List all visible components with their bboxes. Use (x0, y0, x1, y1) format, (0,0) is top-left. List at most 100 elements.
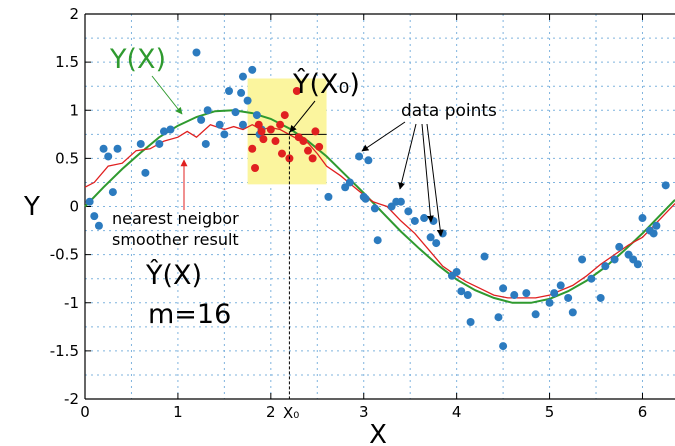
y-axis-label: Y (23, 192, 40, 222)
y-tick-label: 0 (69, 198, 79, 216)
data-point-0 (652, 221, 661, 230)
y-hat-x0-label: Ŷ(X₀) (292, 68, 360, 100)
data-point-0 (522, 289, 531, 298)
y-hat-x-label: Ŷ(X) (145, 259, 202, 291)
y-tick-label: -1.5 (50, 342, 79, 360)
data-point-0 (361, 194, 370, 203)
data-point-0 (510, 291, 519, 300)
y-tick-label: 1.5 (55, 53, 79, 71)
data-point-0 (531, 310, 540, 319)
data-points-arrow-3 (421, 123, 434, 223)
data-point-0 (457, 287, 466, 296)
data-point-0 (141, 168, 150, 177)
data-point-1 (259, 135, 268, 144)
data-point-1 (308, 154, 317, 163)
data-point-0 (364, 156, 373, 165)
data-point-0 (113, 144, 122, 153)
data-point-1 (315, 142, 324, 151)
data-point-0 (550, 289, 559, 298)
data-point-0 (638, 214, 647, 223)
data-point-0 (373, 236, 382, 245)
data-point-0 (104, 152, 113, 161)
data-point-1 (257, 127, 266, 136)
data-point-0 (201, 139, 210, 148)
data-points-label: data points (401, 101, 497, 121)
data-point-1 (271, 137, 280, 146)
x-tick-label: 0 (80, 403, 90, 421)
data-point-0 (578, 255, 587, 264)
data-point-1 (280, 111, 289, 120)
data-point-0 (243, 96, 252, 105)
data-point-0 (192, 48, 201, 57)
data-point-1 (266, 125, 275, 134)
data-point-0 (596, 293, 605, 302)
data-points-arrow-1 (361, 121, 406, 152)
data-point-0 (203, 106, 212, 115)
data-point-1 (303, 146, 312, 155)
data-point-0 (166, 125, 175, 134)
data-point-0 (215, 120, 224, 129)
data-point-0 (231, 108, 240, 117)
data-point-0 (432, 239, 441, 248)
data-point-0 (252, 111, 261, 120)
x0-tick-label: X₀ (283, 404, 299, 422)
y-tick-label: -1 (64, 294, 79, 312)
smoother-label-line2: smoother result (112, 230, 239, 249)
data-point-0 (452, 267, 461, 276)
grid (84, 13, 675, 400)
data-point-1 (311, 127, 320, 136)
x-axis-label: X (369, 420, 387, 446)
data-point-1 (276, 120, 285, 129)
series-line-2 (84, 109, 675, 304)
data-point-0 (463, 291, 472, 300)
x-tick-label: 5 (545, 403, 555, 421)
data-point-0 (238, 72, 247, 81)
data-point-0 (564, 293, 573, 302)
data-point-0 (225, 87, 234, 95)
data-point-0 (197, 115, 206, 124)
y-tick-label: -2 (64, 390, 79, 408)
x-tick-label: 3 (359, 403, 369, 421)
y-tick-label: 1 (69, 101, 79, 119)
data-point-0 (610, 255, 619, 264)
data-point-0 (248, 65, 257, 74)
data-point-0 (649, 229, 658, 238)
data-point-0 (99, 144, 108, 153)
data-point-0 (499, 342, 508, 351)
data-point-0 (466, 318, 475, 326)
x-tick-label: 1 (173, 403, 183, 421)
data-point-0 (90, 212, 99, 221)
data-point-0 (587, 274, 596, 283)
m-value-label: m=16 (148, 299, 231, 330)
data-point-0 (545, 298, 554, 307)
data-point-0 (85, 197, 94, 206)
data-point-0 (499, 284, 508, 293)
series-points (85, 48, 670, 351)
data-point-0 (136, 139, 145, 148)
smoother-label-line1: nearest neigbor (112, 209, 239, 228)
data-point-0 (159, 127, 168, 136)
data-point-1 (299, 137, 308, 146)
data-points-arrow-4 (426, 123, 444, 237)
y-tick-label: 2 (69, 5, 79, 23)
data-point-0 (494, 313, 503, 322)
data-point-0 (615, 242, 624, 251)
data-point-0 (420, 214, 429, 223)
data-point-1 (254, 120, 263, 129)
data-point-0 (480, 252, 489, 261)
data-point-0 (396, 197, 405, 206)
data-point-0 (94, 221, 103, 230)
data-point-0 (237, 88, 246, 97)
data-point-0 (324, 192, 333, 201)
data-point-0 (355, 152, 364, 161)
y-hat-x0-arrow (289, 100, 316, 133)
data-point-0 (661, 181, 670, 190)
data-point-0 (345, 178, 354, 187)
y-of-x-label: Y(X) (109, 44, 166, 75)
y-tick-label: 0.5 (55, 149, 79, 167)
data-point-0 (108, 188, 117, 197)
data-point-0 (633, 260, 642, 269)
data-point-1 (248, 144, 257, 153)
data-point-0 (556, 281, 565, 290)
